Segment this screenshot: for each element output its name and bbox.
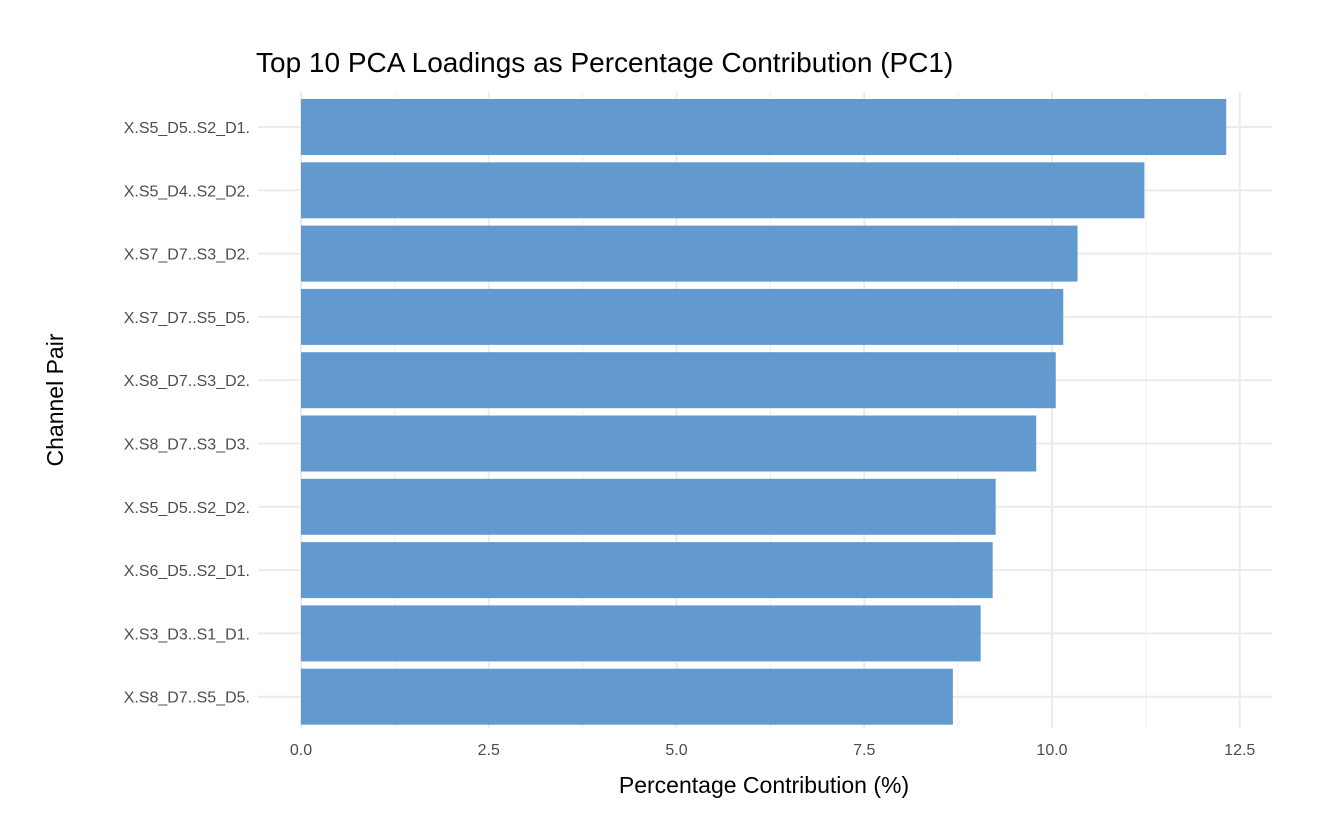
x-axis-tick-labels: 0.0 2.5 5.0 7.5 10.0 12.5 xyxy=(290,742,1256,759)
y-tick-label: X.S7_D7..S3_D2. xyxy=(124,247,250,264)
y-tick-label: X.S3_D3..S1_D1. xyxy=(124,626,250,643)
y-tick-label: X.S5_D4..S2_D2. xyxy=(124,183,250,200)
x-tick-label: 10.0 xyxy=(1036,742,1067,759)
bars xyxy=(301,99,1227,725)
bar xyxy=(301,415,1037,472)
bar xyxy=(301,478,996,535)
y-tick-label: X.S5_D5..S2_D2. xyxy=(124,500,250,517)
bar xyxy=(301,99,1227,155)
x-tick-label: 5.0 xyxy=(665,742,687,759)
x-tick-label: 2.5 xyxy=(478,742,500,759)
x-tick-label: 0.0 xyxy=(290,742,312,759)
y-tick-label: X.S5_D5..S2_D1. xyxy=(124,120,250,137)
bar xyxy=(301,542,993,599)
y-tick-label: X.S7_D7..S5_D5. xyxy=(124,310,250,327)
y-tick-label: X.S8_D7..S3_D3. xyxy=(124,437,250,454)
bar xyxy=(301,668,953,725)
y-axis-tick-labels: X.S5_D5..S2_D1. X.S5_D4..S2_D2. X.S7_D7..S… xyxy=(124,120,250,707)
y-tick-label: X.S8_D7..S5_D5. xyxy=(124,690,250,707)
y-tick-label: X.S8_D7..S3_D2. xyxy=(124,373,250,390)
x-tick-label: 12.5 xyxy=(1224,742,1255,759)
bar xyxy=(301,162,1145,219)
bar xyxy=(301,225,1078,282)
y-tick-label: X.S6_D5..S2_D1. xyxy=(124,563,250,580)
bar xyxy=(301,288,1064,345)
x-axis-title: Percentage Contribution (%) xyxy=(619,772,909,798)
chart-title: Top 10 PCA Loadings as Percentage Contri… xyxy=(256,47,953,78)
bar xyxy=(301,352,1056,409)
y-axis-title: Channel Pair xyxy=(42,333,68,466)
bar xyxy=(301,605,981,662)
x-tick-label: 7.5 xyxy=(853,742,875,759)
